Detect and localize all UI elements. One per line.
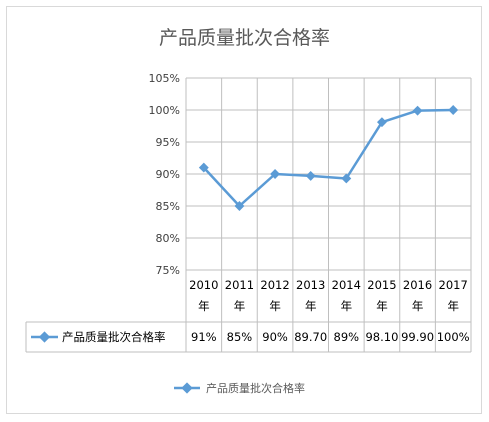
table-cell-value: 91% xyxy=(191,330,217,344)
table-cell-value: 89.70 xyxy=(294,330,327,344)
x-category-unit: 年 xyxy=(376,299,388,313)
data-point xyxy=(234,201,245,211)
x-category-unit: 年 xyxy=(269,299,281,313)
plot-grid: 75% 80% 85% 90% 95% 100% 105% xyxy=(149,72,472,352)
x-category-year: 2015 xyxy=(367,278,396,292)
x-category-year: 2010 xyxy=(189,278,218,292)
table-cell-value: 90% xyxy=(262,330,288,344)
y-tick-label: 105% xyxy=(149,72,180,85)
table-cell-value: 89% xyxy=(334,330,360,344)
chart-frame xyxy=(6,6,482,414)
x-category-year: 2011 xyxy=(225,278,254,292)
table-cell-value: 98.10 xyxy=(365,330,398,344)
data-point xyxy=(341,173,352,184)
legend-marker xyxy=(181,382,193,394)
y-tick-label: 80% xyxy=(156,232,180,245)
chart-title: 产品质量批次合格率 xyxy=(159,27,330,49)
table-cell-value: 85% xyxy=(227,330,253,344)
table-row-header: 产品质量批次合格率 xyxy=(62,330,166,344)
table-cell-value: 100% xyxy=(437,330,470,344)
data-point xyxy=(305,170,316,181)
y-tick-label: 75% xyxy=(156,264,180,277)
x-category-year: 2013 xyxy=(296,278,325,292)
table-cell-value: 99.90 xyxy=(401,330,434,344)
data-point xyxy=(412,105,423,116)
x-category-year: 2017 xyxy=(439,278,468,292)
data-point xyxy=(198,162,209,173)
x-category-unit: 年 xyxy=(447,299,459,313)
series-line xyxy=(202,108,454,208)
x-category-unit: 年 xyxy=(234,299,246,313)
x-category-year: 2012 xyxy=(260,278,289,292)
x-category-unit: 年 xyxy=(198,299,210,313)
x-category-year: 2014 xyxy=(332,278,361,292)
y-tick-label: 95% xyxy=(156,136,180,149)
x-category-unit: 年 xyxy=(305,299,317,313)
x-category-unit: 年 xyxy=(341,299,353,313)
y-tick-label: 90% xyxy=(156,168,180,181)
x-category-unit: 年 xyxy=(412,299,424,313)
legend: 产品质量批次合格率 xyxy=(174,381,305,395)
data-table: 2010 年 2011 年 2012 年 2013 年 2014 年 2015 年 2016 年 2017 年… xyxy=(25,278,471,353)
table-legend-marker xyxy=(38,331,51,343)
data-point xyxy=(270,169,281,179)
x-category-year: 2016 xyxy=(403,278,432,292)
data-point xyxy=(448,105,459,115)
y-tick-label: 100% xyxy=(149,104,180,117)
legend-label: 产品质量批次合格率 xyxy=(206,381,305,395)
y-tick-label: 85% xyxy=(156,200,180,213)
